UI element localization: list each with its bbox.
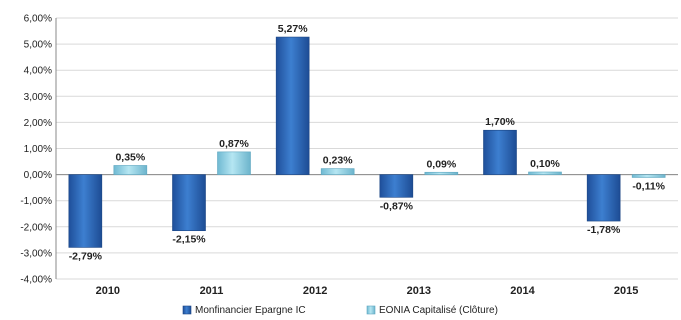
legend-label: Monfinancier Epargne IC xyxy=(195,305,306,316)
legend-label: EONIA Capitalisé (Clôture) xyxy=(379,305,498,316)
y-tick-label: -3,00% xyxy=(20,248,52,259)
data-label: -2,79% xyxy=(69,250,103,262)
bar-monfinancier-2012 xyxy=(275,36,310,175)
data-label: 0,87% xyxy=(219,138,249,150)
bar-eonia-2015 xyxy=(631,174,666,178)
x-tick-label: 2014 xyxy=(510,285,535,297)
legend-swatch xyxy=(182,305,192,315)
bars xyxy=(68,36,666,248)
y-tick-label: 1,00% xyxy=(24,144,52,155)
data-label: 0,09% xyxy=(426,158,456,170)
bar-eonia-2013 xyxy=(424,171,459,175)
x-tick-label: 2013 xyxy=(407,285,431,297)
bar-eonia-2014 xyxy=(528,171,562,175)
y-tick-label: -2,00% xyxy=(20,222,52,233)
x-tick-label: 2012 xyxy=(303,285,327,297)
data-label: 1,70% xyxy=(485,116,515,128)
bar-monfinancier-2011 xyxy=(172,174,206,232)
y-tick-label: 4,00% xyxy=(24,66,52,77)
y-tick-label: 0,00% xyxy=(24,170,52,181)
data-label: -0,87% xyxy=(380,200,414,212)
y-tick-label: 2,00% xyxy=(24,118,52,129)
y-tick-label: 5,00% xyxy=(24,40,52,51)
x-tick-label: 2015 xyxy=(614,285,638,297)
bar-eonia-2012 xyxy=(320,168,355,175)
y-tick-label: 6,00% xyxy=(24,14,52,25)
data-label: 0,35% xyxy=(115,151,145,163)
x-tick-label: 2011 xyxy=(200,285,224,297)
axes: 6,00% 5,00% 4,00% 3,00% 2,00% 1,00% 0,00% -1,00… xyxy=(20,14,678,297)
bar-eonia-2010 xyxy=(113,165,148,175)
bar-monfinancier-2015 xyxy=(586,174,621,222)
data-label: 0,23% xyxy=(323,155,353,167)
data-label: 0,10% xyxy=(530,158,560,170)
data-label: 5,27% xyxy=(278,23,308,35)
y-tick-label: -1,00% xyxy=(20,196,52,207)
bar-eonia-2011 xyxy=(217,151,251,175)
data-label: -1,78% xyxy=(587,224,621,236)
y-tick-label: 3,00% xyxy=(24,92,52,103)
data-labels: -2,79% -2,15% 5,27% -0,87% 1,70% -1,78% 0,35% 0… xyxy=(69,23,666,262)
bar-monfinancier-2013 xyxy=(379,174,414,198)
x-tick-label: 2010 xyxy=(96,285,120,297)
data-label: -2,15% xyxy=(172,234,206,246)
legend-swatch xyxy=(366,305,376,315)
bar-monfinancier-2014 xyxy=(483,129,517,175)
legend: Monfinancier Epargne IC EONIA Capitalisé … xyxy=(182,305,498,316)
data-label: -0,11% xyxy=(632,180,665,192)
y-tick-label: -4,00% xyxy=(20,275,52,286)
bar-monfinancier-2010 xyxy=(68,174,103,248)
grid-lines xyxy=(56,17,678,280)
